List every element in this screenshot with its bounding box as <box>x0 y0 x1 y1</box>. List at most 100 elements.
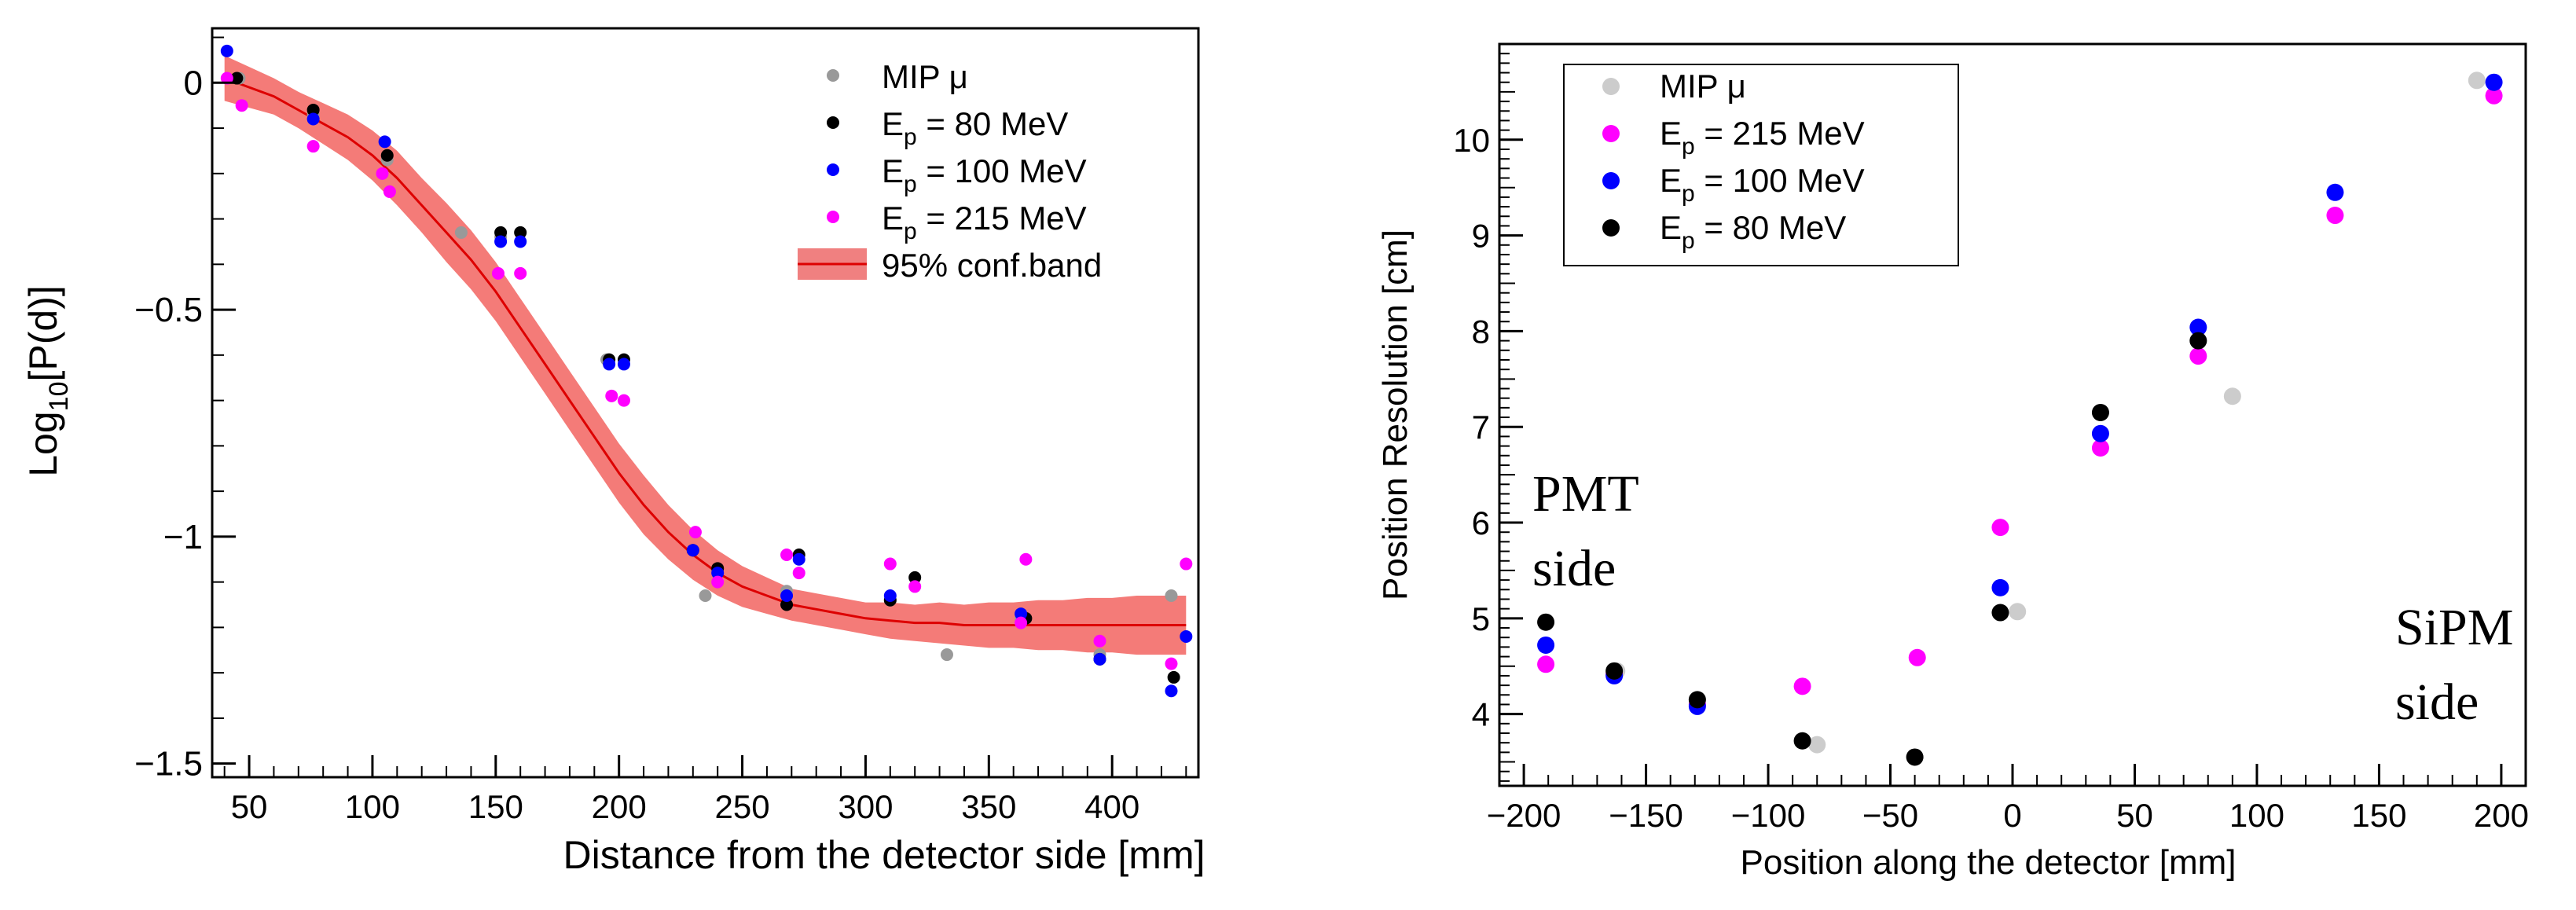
x-tick-label: −100 <box>1731 797 1806 834</box>
point-e-p-80-mev <box>2189 332 2207 350</box>
legend-label: MIP μ <box>1660 68 1746 105</box>
point-e-p-215-mev <box>688 526 702 539</box>
y-tick-label: 5 <box>1472 600 1490 637</box>
point-e-p-80-mev <box>780 598 794 611</box>
point-mip <box>699 589 712 602</box>
point-e-p-215-mev <box>514 266 527 280</box>
point-e-p-80-mev <box>514 226 527 239</box>
point-e-p-215-mev <box>1793 677 1811 695</box>
x-tick-label: −200 <box>1487 797 1561 834</box>
point-e-p-100-mev <box>306 112 320 126</box>
point-e-p-100-mev <box>603 358 616 371</box>
point-e-p-100-mev <box>2485 73 2503 91</box>
legend-marker-ep-80-mev <box>1602 219 1620 237</box>
point-e-p-215-mev <box>1019 552 1033 566</box>
point-e-p-80-mev <box>1793 732 1811 750</box>
y-tick-label: 6 <box>1472 505 1490 541</box>
legend-marker-ep-100-mev <box>1602 172 1620 189</box>
y-tick-label: −0.5 <box>134 291 203 329</box>
point-e-p-80-mev <box>908 571 922 584</box>
y-tick-label: 10 <box>1453 122 1490 159</box>
point-e-p-215-mev <box>376 167 389 180</box>
x-tick-label: 100 <box>345 788 400 825</box>
right-x-axis-title: Position along the detector [mm] <box>1741 843 2237 882</box>
x-tick-label: 200 <box>592 788 647 825</box>
point-e-p-100-mev <box>2189 318 2207 336</box>
point-e-p-80-mev <box>494 226 508 239</box>
right-chart-points <box>1537 72 2503 766</box>
x-tick-label: −50 <box>1862 797 1918 834</box>
point-e-p-80-mev <box>2091 403 2109 421</box>
point-e-p-215-mev <box>883 557 897 571</box>
y-tick-label: 4 <box>1472 696 1490 733</box>
y-tick-label: −1.5 <box>134 745 203 783</box>
point-e-p-100-mev <box>1180 629 1193 643</box>
pmt-side-annotation-line1: PMT <box>1532 465 1639 523</box>
point-e-p-100-mev <box>2091 424 2109 442</box>
left-ticks <box>212 36 1187 777</box>
point-e-p-215-mev <box>306 140 320 153</box>
point-e-p-100-mev <box>1537 636 1555 654</box>
x-tick-label: 300 <box>838 788 893 825</box>
point-e-p-100-mev <box>686 544 699 557</box>
left-y-axis-title: Log10[P(d)] <box>21 285 74 477</box>
point-e-p-215-mev <box>235 99 248 112</box>
point-e-p-215-mev <box>1093 634 1106 648</box>
left-x-tick-labels: 50 100 150 200 250 300 350 400 <box>231 788 1140 825</box>
y-tick-label: 8 <box>1472 313 1490 350</box>
legend-marker-ep-80-mev <box>827 116 839 129</box>
x-tick-label: 0 <box>2003 797 2021 834</box>
x-tick-label: 150 <box>468 788 523 825</box>
right-x-tick-labels: −200 −150 −100 −50 0 50 100 150 200 <box>1487 797 2529 834</box>
legend-label: Ep = 80 MeV <box>882 105 1068 150</box>
x-tick-label: 50 <box>2116 797 2153 834</box>
point-e-p-100-mev <box>2326 183 2344 201</box>
x-tick-label: 350 <box>961 788 1016 825</box>
point-e-p-80-mev <box>1906 748 1924 766</box>
y-tick-label: −1 <box>163 518 203 556</box>
point-e-p-215-mev <box>605 389 618 402</box>
point-e-p-80-mev <box>230 72 244 85</box>
legend-label: Ep = 215 MeV <box>882 200 1087 244</box>
right-ticks <box>1499 53 2526 786</box>
sipm-side-annotation-line2: side <box>2395 673 2479 731</box>
point-e-p-215-mev <box>617 394 630 407</box>
right-y-tick-labels: 4 5 6 7 8 9 10 <box>1453 122 1490 733</box>
point-e-p-80-mev <box>1167 670 1180 684</box>
point-mip <box>1165 589 1178 602</box>
point-e-p-215-mev <box>2485 86 2503 105</box>
point-mip <box>2468 72 2486 90</box>
x-tick-label: 100 <box>2229 797 2284 834</box>
point-e-p-100-mev <box>1015 607 1028 621</box>
confidence-band <box>224 55 1187 655</box>
point-mip <box>2223 387 2241 405</box>
left-plot-frame <box>211 27 1200 779</box>
point-e-p-215-mev <box>1015 616 1028 629</box>
left-x-axis-title: Distance from the detector side [mm] <box>563 833 1205 877</box>
point-mip <box>454 226 468 239</box>
point-e-p-100-mev <box>780 589 794 602</box>
point-e-p-80-mev <box>1605 662 1624 680</box>
point-e-p-215-mev <box>1908 648 1926 666</box>
y-tick-label: 7 <box>1472 409 1490 446</box>
point-e-p-215-mev <box>1165 657 1178 670</box>
point-e-p-215-mev <box>2326 207 2344 225</box>
legend-box <box>1563 64 1959 266</box>
point-e-p-215-mev <box>908 580 922 593</box>
legend-label: Ep = 100 MeV <box>1660 162 1865 207</box>
point-e-p-215-mev <box>780 548 794 561</box>
point-e-p-80-mev <box>1991 604 2009 622</box>
left-chart: 50 100 150 200 250 300 350 400 0 −0.5 −1 −1.5 Dist… <box>21 27 1205 877</box>
right-chart: −200 −150 −100 −50 0 50 100 150 200 4 5 6 7 8 9 10 Pos… <box>1376 42 2529 882</box>
x-tick-label: −150 <box>1609 797 1683 834</box>
point-e-p-215-mev <box>2091 439 2109 457</box>
left-chart-points <box>220 44 1193 698</box>
x-tick-label: 250 <box>715 788 770 825</box>
left-y-tick-labels: 0 −0.5 −1 −1.5 <box>134 64 203 783</box>
y-tick-label: 0 <box>184 64 203 102</box>
legend-marker-mip <box>1602 78 1620 95</box>
point-e-p-100-mev <box>514 235 527 248</box>
point-e-p-215-mev <box>383 185 396 198</box>
